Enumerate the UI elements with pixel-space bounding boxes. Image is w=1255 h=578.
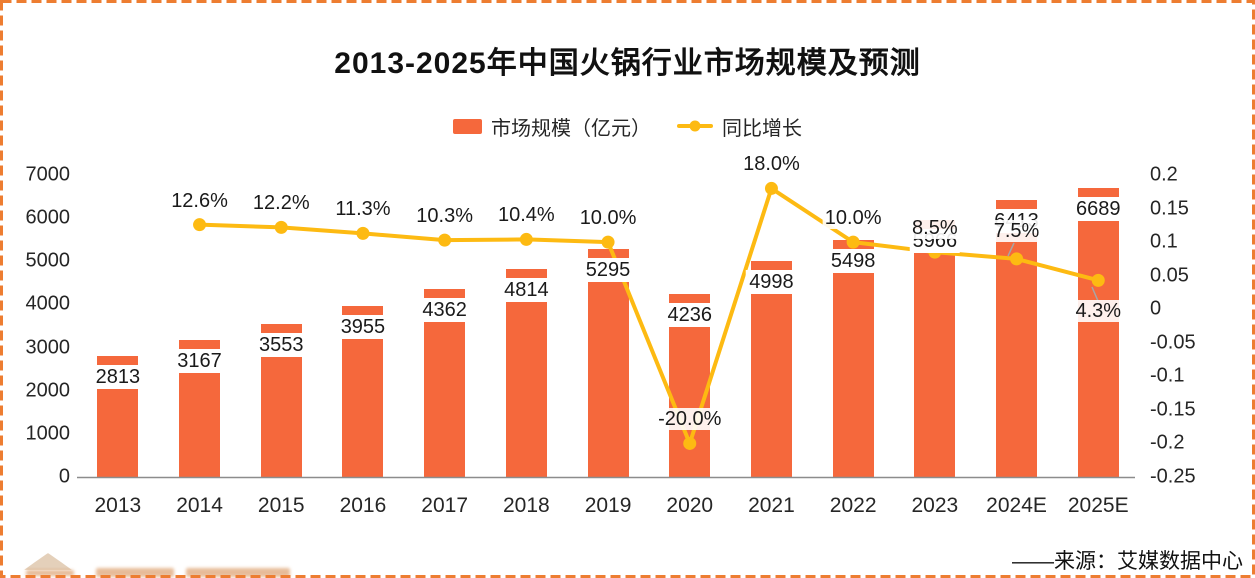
right-axis-tick: 0.1	[1150, 230, 1178, 253]
bar-2017	[424, 288, 466, 477]
growth-line-marker	[438, 233, 452, 247]
right-axis-tick: 0.15	[1150, 197, 1189, 220]
legend-line-swatch-icon	[677, 120, 713, 132]
watermark-text-smudge	[186, 568, 290, 577]
bar-2021	[750, 261, 792, 477]
watermark-text-smudge	[26, 570, 74, 576]
watermark-logo	[0, 544, 320, 578]
legend-line-dot-icon	[689, 120, 701, 132]
growth-line	[199, 186, 1099, 446]
x-axis-label: 2020	[666, 494, 714, 517]
bar-2019	[587, 248, 629, 477]
growth-line-marker	[601, 235, 615, 249]
growth-percent-label: 10.0%	[822, 207, 884, 230]
growth-percent-label: 10.3%	[414, 205, 475, 228]
bar-2014	[179, 340, 221, 477]
watermark-hill-icon	[24, 553, 72, 570]
x-axis-label: 2013	[94, 494, 142, 517]
left-axis-tick: 7000	[25, 163, 71, 186]
left-axis-tick: 6000	[25, 206, 71, 229]
source-caption: ——来源：艾媒数据中心	[1012, 550, 1243, 573]
legend-bar-swatch-icon	[453, 118, 482, 134]
growth-line-marker	[274, 220, 288, 234]
legend-line-label: 同比增长	[722, 117, 802, 140]
bar-2016	[342, 306, 384, 477]
left-axis-tick: 4000	[25, 292, 71, 315]
bar-2023	[914, 219, 956, 477]
legend-item-market-size: 市场规模（亿元）	[453, 112, 651, 141]
right-axis-tick: 0.05	[1150, 264, 1189, 287]
right-axis-tick: -0.1	[1150, 364, 1185, 387]
x-axis-label: 2015	[257, 494, 305, 517]
bar-2020	[669, 294, 711, 477]
bar-2024E	[996, 200, 1038, 477]
bar-2025E	[1077, 188, 1119, 477]
growth-line-marker	[356, 226, 370, 240]
growth-percent-label: 10.0%	[577, 207, 639, 230]
x-axis-label: 2019	[584, 494, 632, 517]
bar-2013	[97, 355, 139, 477]
growth-percent-label: 12.6%	[169, 189, 230, 212]
growth-percent-label: 11.3%	[333, 198, 393, 221]
x-axis-label: 2025E	[1067, 494, 1129, 517]
right-axis-tick: -0.15	[1150, 398, 1196, 421]
left-axis-tick: 5000	[25, 249, 71, 272]
growth-percent-label: 12.2%	[250, 192, 312, 215]
right-axis-tick: -0.25	[1150, 465, 1196, 488]
growth-line-marker	[193, 218, 207, 232]
growth-line-marker	[519, 232, 533, 246]
x-axis-label: 2014	[176, 494, 223, 517]
x-axis-label: 2018	[502, 494, 550, 517]
left-axis-tick: 3000	[25, 336, 71, 359]
watermark-text-smudge	[96, 568, 174, 577]
legend-item-yoy-growth: 同比增长	[677, 112, 802, 141]
left-axis-tick: 0	[58, 465, 70, 488]
growth-percent-label: 18.0%	[741, 153, 802, 176]
x-axis-label: 2023	[911, 494, 959, 517]
bar-2022	[832, 239, 874, 477]
left-axis-tick: 2000	[25, 379, 71, 402]
x-axis-label: 2016	[339, 494, 387, 517]
chart-title: 2013-2025年中国火锅行业市场规模及预测	[334, 47, 921, 80]
right-axis-tick: -0.05	[1150, 331, 1196, 354]
left-axis-tick: 1000	[25, 422, 71, 445]
legend: 市场规模（亿元） 同比增长	[0, 112, 1255, 140]
growth-line-marker	[764, 181, 778, 195]
bar-2018	[505, 269, 547, 477]
right-axis-tick: 0	[1150, 297, 1162, 320]
x-axis-label: 2021	[748, 494, 795, 517]
right-axis-tick: -0.2	[1150, 431, 1185, 454]
x-axis-label: 2022	[829, 494, 877, 517]
bar-2015	[260, 323, 302, 477]
growth-percent-label: 10.4%	[495, 204, 557, 227]
right-axis-tick: 0.2	[1150, 163, 1178, 186]
x-axis-label: 2017	[421, 494, 468, 517]
x-axis-label: 2024E	[986, 494, 1047, 517]
legend-bar-label: 市场规模（亿元）	[491, 117, 651, 140]
